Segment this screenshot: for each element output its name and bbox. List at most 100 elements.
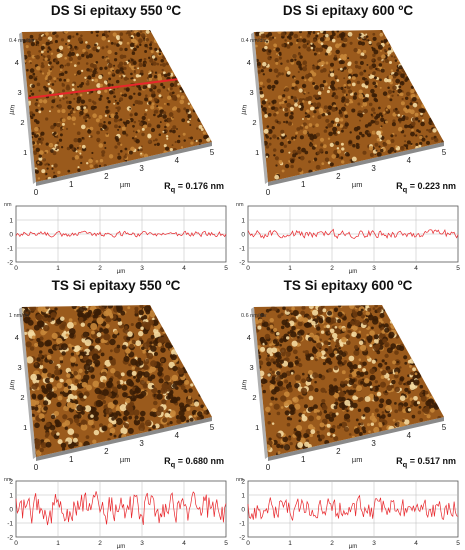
surface-base-edge [268, 417, 444, 461]
x-tick-label: 0 [34, 188, 39, 197]
y-tick-label: 1 [255, 148, 259, 157]
afm-panel-ds-550: DS Si epitaxy 550 ºC 0 1 2 3 4 5 µm 1 2 3 4 µm 0.4 n… [0, 0, 232, 275]
y-tick-label: 1 [255, 423, 259, 432]
profile-x-tick: 4 [414, 265, 418, 272]
x-tick-label: 3 [139, 439, 144, 448]
y-tick-label: 2 [252, 393, 256, 402]
profile-y-tick: -2 [7, 260, 13, 267]
profile-x-tick: 2 [330, 540, 334, 547]
profile-y-tick: -2 [239, 260, 245, 267]
profile-y-tick: -2 [239, 535, 245, 542]
surface-texture [254, 30, 444, 181]
z-scale-label: 0.6 nm/div [241, 313, 267, 319]
x-tick-label: 2 [336, 447, 341, 456]
y-axis-unit: µm [240, 104, 249, 115]
y-tick-label: 4 [247, 333, 251, 342]
profile-line [15, 230, 227, 238]
afm-3d-surface: 0 1 2 3 4 5 µm 1 2 3 4 µm 0.6 nm/div [240, 305, 447, 472]
profile-x-tick: 5 [456, 265, 460, 272]
surface-base [22, 30, 212, 182]
profile-y-tick: 2 [9, 479, 13, 486]
y-tick-label: 2 [252, 118, 256, 127]
profile-y-tick: -1 [239, 246, 245, 253]
surface-base-edge [268, 142, 444, 186]
profile-y-tick: 2 [241, 479, 245, 486]
x-axis-unit: µm [352, 180, 363, 189]
profile-y-tick: 1 [9, 493, 13, 500]
profile-x-tick: 5 [224, 540, 228, 547]
x-tick-label: 2 [104, 172, 109, 181]
surface-base-edge [36, 417, 212, 461]
profile-x-tick: 4 [182, 540, 186, 547]
profile-x-tick: 3 [140, 265, 144, 272]
x-tick-label: 1 [69, 455, 74, 464]
profile-y-unit: nm [236, 202, 244, 208]
profile-x-tick: 5 [456, 540, 460, 547]
panel-title: TS Si epitaxy 600 ºC [283, 278, 413, 293]
profile-x-tick: 5 [224, 265, 228, 272]
x-tick-label: 0 [266, 463, 271, 472]
profile-x-tick: 1 [56, 265, 60, 272]
profile-x-tick: 1 [56, 540, 60, 547]
profile-y-tick: 0 [241, 507, 245, 514]
scan-line [28, 78, 178, 99]
surface-texture [22, 305, 210, 456]
y-tick-label: 1 [23, 148, 27, 157]
profile-x-unit: µm [117, 544, 125, 549]
profile-y-tick: 1 [241, 493, 245, 500]
y-tick-label: 3 [18, 88, 22, 97]
x-axis-unit: µm [352, 455, 363, 464]
x-tick-label: 4 [175, 156, 180, 165]
roughness-label: Rq = 0.176 nm [164, 181, 224, 194]
afm-3d-surface: 0 1 2 3 4 5 µm 1 2 3 4 µm 0.4 nm/div [240, 30, 447, 197]
surface-side-edge [19, 32, 36, 184]
profile-x-unit: µm [349, 544, 357, 549]
x-tick-label: 5 [442, 148, 447, 157]
y-tick-label: 4 [247, 58, 251, 67]
profile-x-tick: 4 [182, 265, 186, 272]
surface-side-edge [19, 307, 36, 459]
profile-x-tick: 3 [372, 540, 376, 547]
x-tick-label: 1 [69, 180, 74, 189]
x-tick-label: 2 [104, 447, 109, 456]
x-tick-label: 4 [407, 431, 412, 440]
profile-x-tick: 2 [98, 265, 102, 272]
profile-y-unit: nm [4, 477, 12, 483]
x-tick-label: 0 [266, 188, 271, 197]
profile-y-tick: -1 [7, 521, 13, 528]
profile-x-tick: 0 [14, 540, 18, 547]
x-axis-unit: µm [120, 455, 131, 464]
panel-title: DS Si epitaxy 550 ºC [50, 3, 182, 18]
profile-line [247, 228, 459, 240]
y-tick-label: 4 [15, 333, 19, 342]
x-tick-label: 5 [442, 423, 447, 432]
y-tick-label: 1 [23, 423, 27, 432]
profile-x-unit: µm [117, 269, 125, 274]
surface-texture [22, 30, 211, 181]
profile-x-tick: 2 [330, 265, 334, 272]
y-axis-unit: µm [8, 379, 17, 390]
x-tick-label: 1 [301, 180, 306, 189]
x-tick-label: 2 [336, 172, 341, 181]
roughness-label: Rq = 0.517 nm [396, 456, 456, 469]
profile-y-tick: 1 [9, 218, 13, 225]
y-tick-label: 3 [250, 88, 254, 97]
x-tick-label: 3 [371, 164, 376, 173]
afm-panel-ts-550: TS Si epitaxy 550 ºC 0 1 2 3 4 5 µm 1 2 3 4 µm 1 nm/… [0, 275, 232, 550]
x-axis-unit: µm [120, 180, 131, 189]
afm-3d-surface: 0 1 2 3 4 5 µm 1 2 3 4 µm 0.4 nm/div [8, 30, 215, 197]
x-tick-label: 0 [34, 463, 39, 472]
profile-y-unit: nm [236, 477, 244, 483]
roughness-label: Rq = 0.223 nm [396, 181, 456, 194]
profile-y-unit: nm [4, 202, 12, 208]
profile-y-tick: -1 [239, 521, 245, 528]
surface-base-edge [36, 142, 212, 186]
profile-y-tick: -1 [7, 246, 13, 253]
y-tick-label: 2 [20, 393, 24, 402]
profile-x-tick: 0 [14, 265, 18, 272]
z-scale-label: 0.4 nm/div [241, 38, 267, 44]
profile-x-tick: 2 [98, 540, 102, 547]
